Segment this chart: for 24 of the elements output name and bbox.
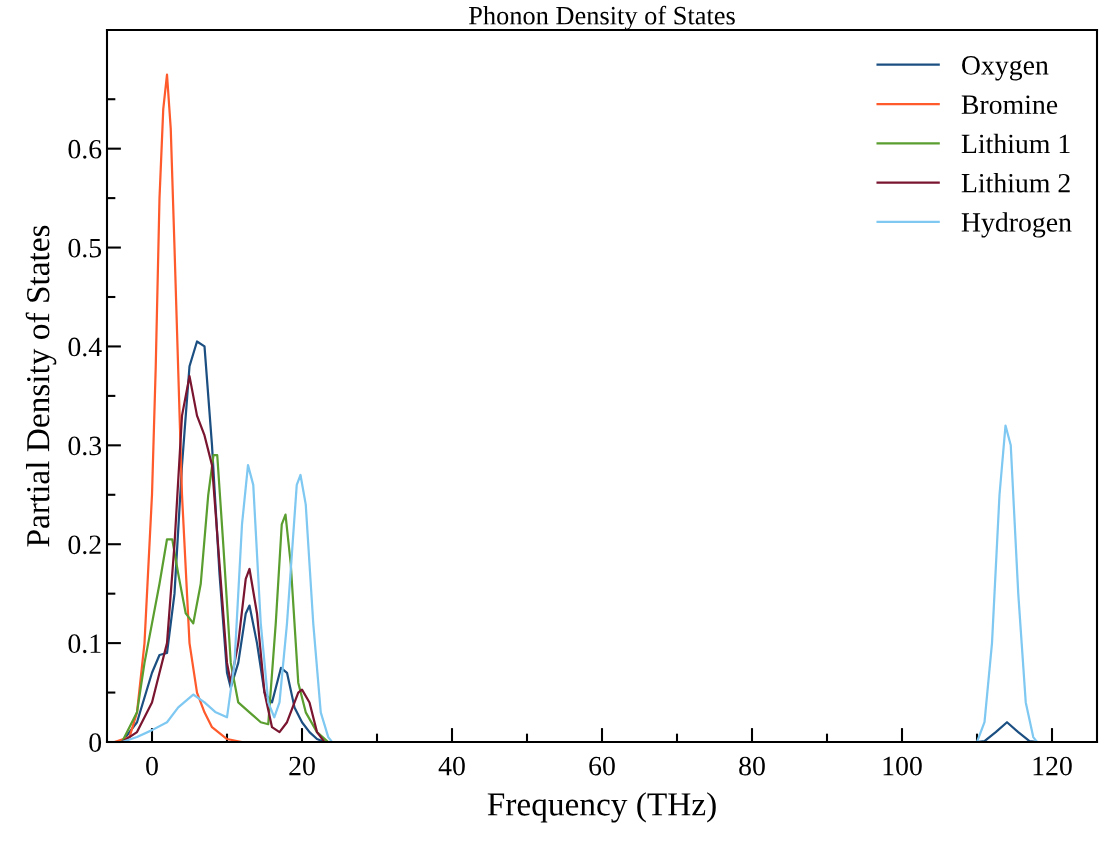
y-tick-label: 0.2 [68, 535, 101, 555]
y-axis-title: Partial Density of States [25, 225, 57, 547]
x-axis-title: Frequency (THz) [487, 792, 716, 823]
legend-label: Lithium 1 [961, 133, 1070, 154]
x-tick-label: 60 [589, 756, 615, 776]
x-tick-label: 40 [438, 756, 465, 776]
y-tick-label: 0 [89, 733, 102, 752]
line-series [120, 375, 326, 742]
x-tick-label: 20 [289, 756, 315, 776]
y-tick-label: 0.1 [68, 634, 101, 654]
x-tick-label: 120 [1033, 756, 1072, 776]
x-tick-label: 100 [883, 756, 922, 776]
line-series [120, 454, 330, 742]
x-tick-label: 80 [739, 756, 765, 776]
y-tick-label: 0.4 [68, 337, 102, 357]
legend-label: Lithium 2 [961, 172, 1070, 193]
legend-label: Hydrogen [961, 212, 1072, 238]
chart-title: Phonon Density of States [468, 5, 735, 30]
y-tick-label: 0.6 [68, 139, 102, 159]
x-tick-label: 0 [146, 756, 158, 776]
legend-label: Oxygen [962, 56, 1049, 81]
y-tick-label: 0.3 [68, 436, 102, 456]
legend-label: Bromine [961, 95, 1058, 115]
y-tick-label: 0.5 [68, 238, 102, 258]
